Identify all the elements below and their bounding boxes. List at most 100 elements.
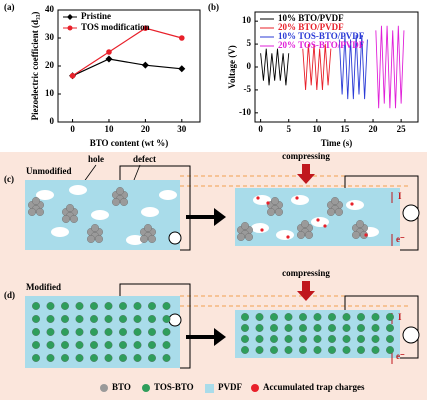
legend-swatch (142, 384, 150, 392)
particle (352, 231, 360, 239)
particle (255, 313, 264, 321)
particle (328, 335, 336, 343)
particle (75, 354, 84, 362)
particle (327, 208, 335, 216)
wire (344, 295, 419, 359)
point (141, 61, 149, 69)
series-line (338, 34, 368, 100)
particle (305, 231, 313, 239)
particle (28, 208, 36, 216)
particle (284, 313, 293, 321)
row-label: Modified (26, 282, 61, 292)
wire (119, 283, 191, 369)
particle (357, 313, 365, 321)
legend-text: BTO (112, 382, 131, 392)
legend-text: 10% TOS-BTO/PVDF (278, 31, 365, 41)
particle (162, 354, 171, 362)
particle (66, 204, 74, 212)
hole (141, 207, 159, 217)
particle (255, 346, 264, 354)
point (178, 65, 186, 73)
annot: I (398, 191, 402, 201)
particle (61, 302, 69, 310)
particle (148, 235, 156, 243)
particle (386, 335, 394, 343)
particle (104, 315, 113, 323)
particle (61, 328, 69, 336)
trap-charge (266, 201, 270, 205)
particle (116, 187, 124, 195)
annot: e⁻ (396, 234, 405, 244)
legend-text: 20% BTO/PVDF (278, 22, 344, 32)
y-tick-label: 5 (247, 38, 252, 48)
trap-charge (350, 202, 354, 206)
annot: hole (88, 154, 104, 164)
particle (342, 313, 351, 321)
x-tick-label: 25 (397, 124, 407, 134)
particle (120, 198, 128, 206)
legend-text: TOS modification (81, 22, 150, 32)
y-tick-label: -5 (244, 84, 252, 94)
particle (112, 198, 120, 206)
particle (299, 313, 307, 321)
trap-charge (295, 196, 299, 200)
particle (275, 208, 283, 216)
hole (251, 223, 269, 233)
particle (162, 315, 171, 323)
particle (104, 354, 113, 362)
particle (90, 341, 98, 349)
particle (46, 302, 55, 310)
particle (162, 302, 171, 310)
legend-text: TOS-BTO (154, 382, 194, 392)
annot: defect (133, 154, 156, 164)
particle (46, 354, 55, 362)
particle (32, 354, 40, 362)
particle (140, 235, 148, 243)
particle (301, 220, 309, 228)
y-tick-label: 0 (50, 116, 55, 126)
particle (119, 341, 127, 349)
annot: e⁻ (396, 351, 405, 361)
series-line (72, 58, 182, 77)
particle (104, 341, 113, 349)
meter (402, 204, 420, 222)
particle (331, 197, 339, 205)
hole (159, 190, 177, 200)
legend-swatch (100, 384, 108, 392)
particle (255, 324, 264, 332)
particle (32, 341, 40, 349)
point (106, 49, 112, 55)
hole (126, 235, 144, 245)
particle (313, 313, 322, 321)
row-label: Unmodified (26, 166, 72, 176)
particle (299, 346, 307, 354)
x-tick-label: 0 (258, 124, 263, 134)
particle (133, 341, 142, 349)
y-axis-title: Piezoelectric coefficient (d₃₃) (30, 12, 40, 121)
x-tick-label: 20 (141, 124, 151, 134)
press-arrow (297, 281, 315, 301)
particle (61, 315, 69, 323)
hole (276, 230, 294, 240)
particle (357, 346, 365, 354)
particle (90, 302, 98, 310)
particle (75, 341, 84, 349)
x-axis-title: BTO content (wt %) (90, 138, 169, 148)
particle (284, 324, 293, 332)
y-tick-label: 10 (242, 15, 252, 25)
series-line (375, 25, 405, 109)
panel-label: (d) (4, 290, 15, 300)
particle (133, 302, 142, 310)
point (69, 73, 76, 79)
particle (371, 335, 380, 343)
hole (291, 195, 309, 205)
particle (133, 354, 142, 362)
trap-charge (364, 233, 368, 237)
particle (371, 346, 380, 354)
particle (328, 313, 336, 321)
particle (357, 324, 365, 332)
particle (32, 328, 40, 336)
particle (335, 208, 343, 216)
x-tick-label: 10 (312, 124, 322, 134)
particle (241, 313, 249, 321)
